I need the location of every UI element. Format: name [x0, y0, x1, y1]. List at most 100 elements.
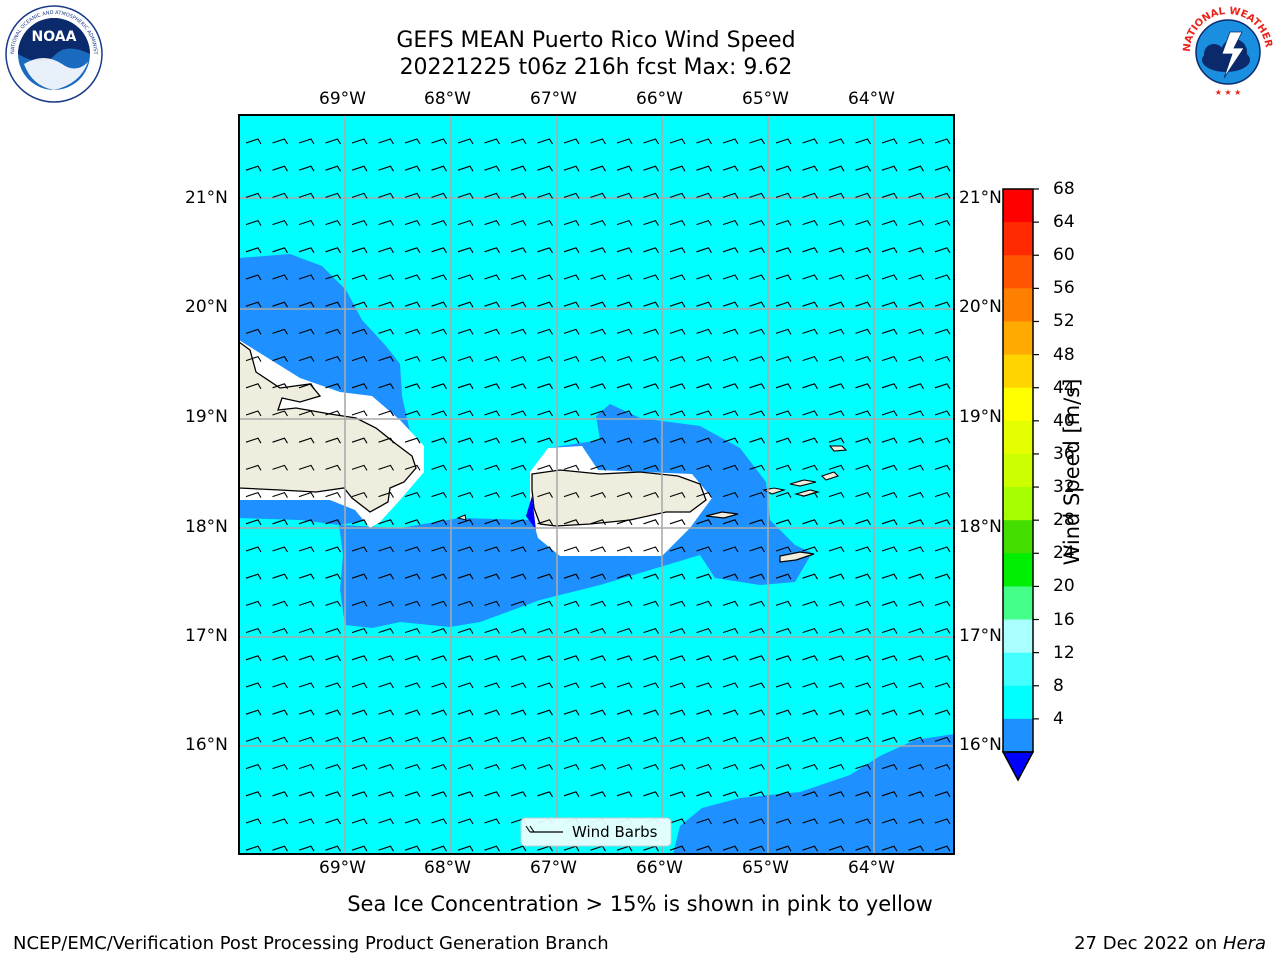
bottom-lon-label: 67°W: [530, 858, 577, 878]
wind-barb: [245, 600, 262, 607]
wind-barb: [563, 709, 580, 716]
colorbar-band: [1003, 487, 1033, 521]
wind-barb: [351, 437, 368, 444]
wind-barb: [908, 410, 924, 417]
wind-barb: [298, 600, 315, 607]
wind-speed-map: Wind Barbs: [238, 114, 955, 855]
wind-barb: [378, 328, 394, 335]
wind-barb: [272, 410, 288, 417]
wind-barb: [669, 491, 686, 498]
wind-barb: [696, 573, 712, 580]
wind-barb: [881, 301, 898, 308]
wind-barb: [351, 410, 368, 417]
wind-barb: [272, 165, 288, 172]
colorbar-band: [1003, 718, 1033, 753]
wind-barb: [457, 763, 474, 770]
wind-barb: [616, 655, 633, 662]
wind-barb: [722, 410, 739, 417]
wind-barb: [722, 736, 739, 743]
colorbar-tick-label: 36: [1053, 443, 1075, 464]
wind-barb: [272, 818, 288, 825]
wind-barb: [325, 600, 341, 607]
wind-barb: [616, 464, 633, 471]
wind-barb: [775, 219, 792, 226]
wind-barb: [616, 383, 633, 390]
wind-barb: [298, 546, 315, 553]
wind-barb: [696, 491, 712, 498]
wind-barb: [484, 437, 500, 444]
wind-barb: [802, 627, 818, 634]
wind-barb: [378, 219, 394, 226]
wind-barb: [484, 763, 500, 770]
wind-barb: [404, 138, 421, 145]
wind-barb: [775, 627, 792, 634]
wind-barb: [696, 410, 712, 417]
wind-barb: [722, 138, 739, 145]
wind-barb: [298, 165, 315, 172]
wind-barb: [775, 247, 792, 254]
wind-barb: [669, 383, 686, 390]
wind-barb: [643, 791, 659, 798]
wind-barb: [855, 219, 871, 226]
wind-barb: [643, 301, 659, 308]
bottom-lon-label: 66°W: [636, 858, 683, 878]
wind-barb: [749, 491, 765, 498]
wind-barb: [722, 573, 739, 580]
legend-label: Wind Barbs: [572, 823, 658, 841]
wind-barb: [802, 247, 818, 254]
wind-barb: [325, 655, 341, 662]
colorbar-tick-label: 60: [1053, 245, 1075, 266]
wind-barb: [510, 682, 527, 689]
wind-barb: [510, 791, 527, 798]
wind-barb: [802, 519, 818, 526]
colorbar-band: [1003, 354, 1033, 389]
map-frame: [238, 114, 955, 855]
wind-barb: [351, 763, 368, 770]
wind-barb: [881, 736, 898, 743]
wind-barb: [431, 219, 447, 226]
wind-barb: [855, 165, 871, 172]
wind-barb: [431, 573, 447, 580]
wind-barb: [722, 247, 739, 254]
wind-barb: [775, 791, 792, 798]
wind-barb: [696, 600, 712, 607]
wind-barb: [722, 491, 739, 498]
wind-barb: [616, 791, 633, 798]
wind-barb: [908, 464, 924, 471]
wind-barb: [298, 355, 315, 362]
wind-barb: [616, 736, 633, 743]
left-lat-label: 20°N: [185, 297, 228, 317]
wind-barb: [802, 301, 818, 308]
wind-barb: [245, 138, 262, 145]
wind-barb: [881, 655, 898, 662]
wind-barb: [245, 818, 262, 825]
wind-barb: [855, 247, 871, 254]
wind-barb: [775, 546, 792, 553]
wind-barb: [510, 138, 527, 145]
wind-barb: [643, 573, 659, 580]
wind-barb: [643, 165, 659, 172]
wind-barb: [298, 627, 315, 634]
wind-barb: [881, 274, 898, 281]
wind-barb: [404, 410, 421, 417]
wind-barb: [590, 219, 606, 226]
wind-barb: [431, 546, 447, 553]
wind-barb: [908, 546, 924, 553]
wind-barb: [749, 138, 765, 145]
wind-barb: [351, 247, 368, 254]
wind-barb: [881, 573, 898, 580]
wind-barb: [722, 437, 739, 444]
wind-barb: [404, 219, 421, 226]
wind-barb: [855, 736, 871, 743]
wind-barb: [245, 573, 262, 580]
virgin-islands: [762, 445, 848, 497]
wind-barb: [431, 763, 447, 770]
wind-barb: [537, 464, 553, 471]
wind-barb: [431, 301, 447, 308]
wind-barb: [749, 600, 765, 607]
wind-barb: [934, 410, 951, 417]
wind-barb: [351, 709, 368, 716]
wind-barb: [378, 682, 394, 689]
wind-barb: [272, 627, 288, 634]
wind-barb: [669, 410, 686, 417]
